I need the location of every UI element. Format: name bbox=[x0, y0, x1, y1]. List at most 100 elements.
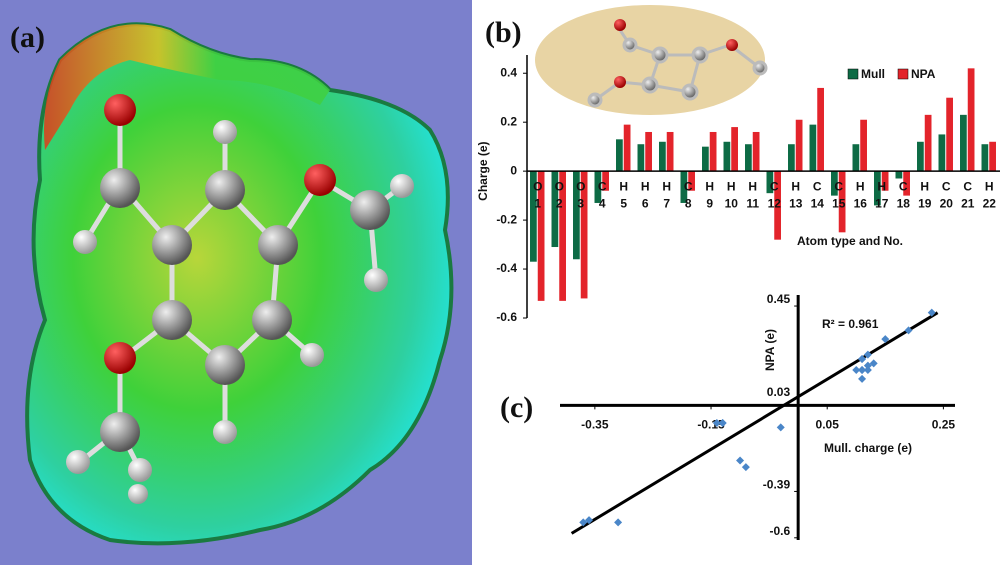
x-tick-label: 21 bbox=[961, 196, 975, 210]
x-tick-label: 20 bbox=[940, 196, 954, 210]
atom-type-label: H bbox=[985, 179, 994, 193]
panel-a: (a) bbox=[0, 0, 472, 565]
y-tick-label: -0.2 bbox=[496, 212, 517, 226]
bar bbox=[917, 142, 924, 171]
atom-type-label: H bbox=[856, 179, 865, 193]
bar bbox=[745, 144, 752, 171]
x-tick-label: 17 bbox=[875, 196, 889, 210]
x-tick-label: 11 bbox=[746, 196, 759, 210]
bar bbox=[817, 88, 824, 171]
x-tick-label: 16 bbox=[854, 196, 868, 210]
bar bbox=[896, 171, 903, 178]
x-tick-label: 19 bbox=[918, 196, 932, 210]
x-tick-label: 13 bbox=[789, 196, 803, 210]
bar bbox=[946, 98, 953, 171]
bar bbox=[989, 142, 996, 171]
bar bbox=[659, 142, 666, 171]
atom-type-label: H bbox=[877, 179, 886, 193]
bar bbox=[616, 139, 623, 171]
panel-label: (b) bbox=[485, 16, 522, 49]
legend-swatch bbox=[898, 69, 908, 79]
bar bbox=[731, 127, 738, 171]
atom-type-label: C bbox=[834, 179, 843, 193]
atom-type-label: H bbox=[727, 179, 736, 193]
x-tick-label: 7 bbox=[663, 196, 670, 210]
x-tick-label: 6 bbox=[642, 196, 649, 210]
point bbox=[858, 366, 866, 374]
x-tick-label: 14 bbox=[811, 196, 825, 210]
y-tick-label: 0.2 bbox=[500, 114, 517, 128]
x-tick-label: 1 bbox=[534, 196, 541, 210]
bar bbox=[982, 144, 989, 171]
bar bbox=[638, 144, 645, 171]
bar bbox=[724, 142, 731, 171]
trendline bbox=[572, 313, 938, 534]
atom-type-label: C bbox=[963, 179, 972, 193]
point bbox=[614, 518, 622, 526]
x-tick-label: -0.35 bbox=[581, 418, 609, 432]
bar bbox=[788, 144, 795, 171]
y-tick-label: 0.03 bbox=[767, 385, 791, 399]
figure: (a) (b)0.40.20-0.2-0.4-0.6Charge (e)O1O2… bbox=[0, 0, 1000, 565]
x-tick-label: 3 bbox=[577, 196, 584, 210]
x-tick-label: 2 bbox=[556, 196, 563, 210]
y-axis-label: NPA (e) bbox=[763, 329, 777, 371]
x-tick-label: 4 bbox=[599, 196, 606, 210]
x-tick-label: 0.05 bbox=[816, 418, 840, 432]
bar bbox=[796, 120, 803, 171]
atom-type-label: C bbox=[598, 179, 607, 193]
atom-type-label: C bbox=[684, 179, 693, 193]
x-tick-label: 5 bbox=[620, 196, 627, 210]
bar bbox=[860, 120, 867, 171]
bar bbox=[810, 125, 817, 172]
atom-type-label: C bbox=[770, 179, 779, 193]
x-tick-label: 18 bbox=[897, 196, 911, 210]
x-tick-label: 22 bbox=[983, 196, 997, 210]
bar bbox=[853, 144, 860, 171]
atom-type-label: C bbox=[813, 179, 822, 193]
x-axis-label: Atom type and No. bbox=[797, 234, 903, 248]
x-axis-label: Mull. charge (e) bbox=[824, 441, 912, 455]
point bbox=[742, 463, 750, 471]
legend-label: NPA bbox=[911, 67, 936, 81]
atom-type-label: H bbox=[748, 179, 757, 193]
atom-type-label: O bbox=[533, 179, 542, 193]
x-tick-label: 12 bbox=[768, 196, 782, 210]
atom-type-label: H bbox=[705, 179, 714, 193]
y-tick-label: -0.6 bbox=[496, 310, 517, 324]
y-tick-label: 0.4 bbox=[500, 65, 517, 79]
legend-swatch bbox=[848, 69, 858, 79]
panel-label: (c) bbox=[500, 391, 533, 424]
atom-type-label: O bbox=[555, 179, 564, 193]
bar bbox=[968, 68, 975, 171]
x-tick-label: 0.25 bbox=[932, 418, 956, 432]
panel-b-inset bbox=[535, 5, 766, 115]
atom-type-label: H bbox=[619, 179, 628, 193]
bar bbox=[667, 132, 674, 171]
y-tick-label: 0 bbox=[510, 163, 517, 177]
atom-type-label: C bbox=[899, 179, 908, 193]
bar bbox=[925, 115, 932, 171]
bar bbox=[939, 134, 946, 171]
point bbox=[736, 457, 744, 465]
y-axis-label: Charge (e) bbox=[476, 141, 490, 200]
panel-label: (a) bbox=[10, 21, 45, 54]
legend-label: Mull bbox=[861, 67, 885, 81]
x-tick-label: 15 bbox=[832, 196, 846, 210]
y-tick-label: 0.45 bbox=[767, 292, 791, 306]
annotation: R² = 0.961 bbox=[822, 317, 879, 331]
y-tick-label: -0.6 bbox=[769, 524, 790, 538]
atom-type-label: H bbox=[641, 179, 650, 193]
bar bbox=[753, 132, 760, 171]
bar bbox=[702, 147, 709, 171]
point bbox=[777, 423, 785, 431]
atom-type-label: H bbox=[920, 179, 929, 193]
x-tick-label: 10 bbox=[725, 196, 739, 210]
bar bbox=[645, 132, 652, 171]
atom-type-label: H bbox=[662, 179, 671, 193]
point bbox=[858, 375, 866, 383]
x-tick-label: 9 bbox=[706, 196, 713, 210]
atom-type-label: O bbox=[576, 179, 585, 193]
bar bbox=[960, 115, 967, 171]
x-tick-label: 8 bbox=[685, 196, 692, 210]
